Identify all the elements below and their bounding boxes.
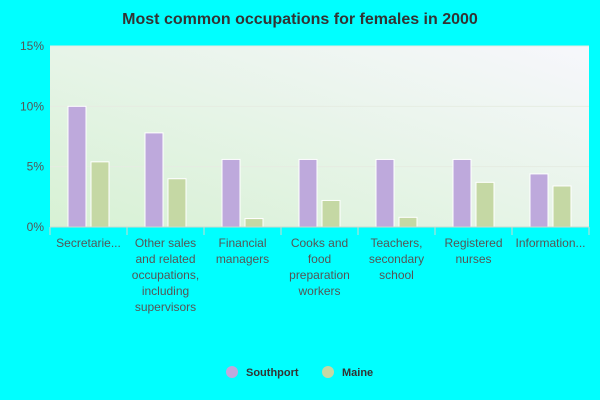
bar-maine-3[interactable] — [321, 199, 341, 228]
y-tick-label: 10% — [20, 99, 44, 113]
x-tick-label: Secretarie... — [56, 236, 121, 250]
legend: Southport Maine — [226, 366, 373, 379]
x-axis: Secretarie... Other sales and related occup… — [49, 226, 590, 314]
plot-area — [50, 46, 589, 227]
y-tick-label: 0% — [27, 220, 45, 234]
y-axis: 0% 5% 10% 15% — [20, 39, 44, 234]
x-tick-label: Information... — [515, 236, 585, 250]
y-tick-label: 15% — [20, 39, 44, 53]
legend-label-maine: Maine — [342, 367, 373, 379]
gridlines — [50, 45, 589, 168]
bar-maine-0[interactable] — [90, 161, 110, 228]
chart-title: Most common occupations for females in 2… — [122, 11, 478, 28]
bar-southport-0[interactable] — [67, 105, 87, 228]
legend-swatch-maine — [322, 366, 334, 378]
x-tick-label: Cooks and food preparation workers — [289, 236, 350, 298]
bar-southport-4[interactable] — [375, 158, 395, 228]
x-tick-label: Registered nurses — [444, 236, 502, 266]
bar-maine-1[interactable] — [167, 178, 187, 228]
x-tick-label: Financial managers — [216, 236, 269, 266]
bars — [67, 105, 572, 228]
bar-maine-5[interactable] — [475, 181, 495, 228]
bar-southport-2[interactable] — [221, 158, 241, 228]
legend-swatch-southport — [226, 366, 238, 378]
bar-southport-6[interactable] — [529, 173, 549, 228]
bar-southport-5[interactable] — [452, 158, 472, 228]
bar-maine-4[interactable] — [398, 216, 418, 228]
bar-maine-2[interactable] — [244, 218, 264, 228]
y-tick-label: 5% — [27, 160, 45, 174]
x-tick-label: Other sales and related occupations, includ… — [132, 236, 199, 314]
bar-maine-6[interactable] — [552, 185, 572, 228]
bar-southport-1[interactable] — [144, 132, 164, 228]
legend-label-southport: Southport — [246, 367, 299, 379]
x-tick-label: Teachers, secondary school — [369, 236, 424, 282]
bar-southport-3[interactable] — [298, 158, 318, 228]
